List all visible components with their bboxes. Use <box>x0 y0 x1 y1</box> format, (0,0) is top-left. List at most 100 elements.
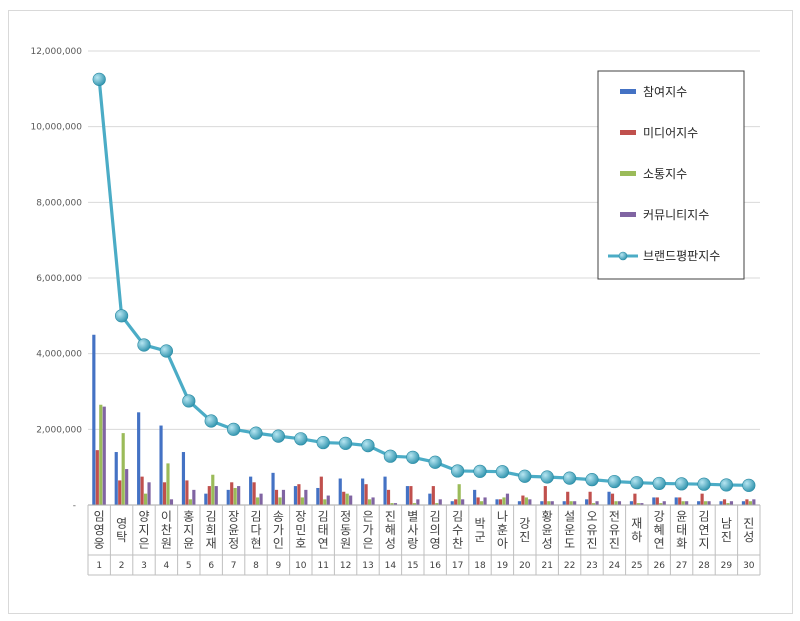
reputation-point <box>653 477 666 490</box>
bar-커뮤니티지수 <box>752 499 755 505</box>
reputation-point <box>384 450 397 463</box>
reputation-point <box>563 472 576 485</box>
bar-참여지수 <box>451 501 454 505</box>
bar-참여지수 <box>339 479 342 505</box>
bar-커뮤니티지수 <box>685 501 688 505</box>
bar-커뮤니티지수 <box>573 501 576 505</box>
bar-참여지수 <box>115 452 118 505</box>
bar-미디어지수 <box>701 494 704 505</box>
bar-미디어지수 <box>230 482 233 505</box>
bar-소통지수 <box>547 501 550 505</box>
bar-미디어지수 <box>633 494 636 505</box>
bar-커뮤니티지수 <box>551 501 554 505</box>
x-category-label: 김수찬 <box>452 510 463 551</box>
reputation-point <box>429 456 442 469</box>
reputation-point <box>317 436 330 449</box>
bar-미디어지수 <box>611 494 614 505</box>
bar-커뮤니티지수 <box>125 469 128 505</box>
reputation-point <box>205 415 218 428</box>
reputation-point <box>519 470 532 483</box>
bar-미디어지수 <box>454 499 457 505</box>
x-rank-label: 29 <box>721 561 733 571</box>
bar-참여지수 <box>406 486 409 505</box>
x-category-label: 강진 <box>519 516 530 544</box>
bar-미디어지수 <box>208 486 211 505</box>
bar-커뮤니티지수 <box>506 494 509 505</box>
bar-참여지수 <box>473 490 476 505</box>
reputation-point <box>295 432 308 445</box>
x-rank-label: 2 <box>119 561 125 571</box>
legend-label: 커뮤니티지수 <box>643 208 709 222</box>
bar-소통지수 <box>211 475 214 505</box>
bar-커뮤니티지수 <box>595 501 598 505</box>
reputation-point <box>407 451 420 464</box>
y-tick-label: 6,000,000 <box>36 274 82 284</box>
bar-참여지수 <box>383 477 386 505</box>
y-tick-label: 10,000,000 <box>30 123 82 133</box>
bar-미디어지수 <box>544 486 547 505</box>
bar-참여지수 <box>675 497 678 505</box>
legend-swatch <box>620 130 636 135</box>
x-rank-label: 19 <box>497 561 509 571</box>
x-category-label: 윤태화 <box>676 510 687 551</box>
bar-소통지수 <box>480 501 483 505</box>
reputation-point <box>496 465 509 478</box>
x-category-label: 전유진 <box>609 510 620 551</box>
bar-참여지수 <box>719 501 722 505</box>
reputation-point <box>160 345 173 358</box>
bar-참여지수 <box>540 501 543 505</box>
x-rank-label: 9 <box>276 561 282 571</box>
bar-참여지수 <box>518 501 521 505</box>
x-category-label: 진성 <box>743 516 754 544</box>
bar-참여지수 <box>271 473 274 505</box>
reputation-point <box>272 430 285 443</box>
bar-커뮤니티지수 <box>618 501 621 505</box>
bar-소통지수 <box>166 463 169 505</box>
legend-label: 미디어지수 <box>643 126 698 140</box>
legend-label: 소통지수 <box>643 167 687 181</box>
bar-미디어지수 <box>320 477 323 505</box>
bar-미디어지수 <box>499 499 502 505</box>
bar-커뮤니티지수 <box>483 497 486 505</box>
reputation-point <box>93 73 106 86</box>
bar-미디어지수 <box>477 497 480 505</box>
x-rank-label: 8 <box>253 561 259 571</box>
x-rank-label: 14 <box>385 561 397 571</box>
x-rank-label: 30 <box>743 561 755 571</box>
legend-marker <box>619 252 627 260</box>
bar-소통지수 <box>682 501 685 505</box>
bar-커뮤니티지수 <box>170 499 173 505</box>
bar-참여지수 <box>585 499 588 505</box>
bar-참여지수 <box>563 501 566 505</box>
bar-미디어지수 <box>141 477 144 505</box>
bar-미디어지수 <box>745 499 748 505</box>
bar-미디어지수 <box>96 450 99 505</box>
x-axis: 임 영 웅 1 영 탁 2 양 지 은 3 이 찬 원 4 홍 지 윤 5 김 희 재 6 장 윤 정 7 김 다 현 8 송 가 인 9 장 민 호 10… <box>88 505 760 575</box>
bar-소통지수 <box>256 497 259 505</box>
bar-커뮤니티지수 <box>103 407 106 505</box>
reputation-point <box>586 473 599 486</box>
bar-미디어지수 <box>118 480 121 505</box>
x-category-label: 정동원 <box>340 510 351 551</box>
reputation-point <box>362 439 375 452</box>
bar-소통지수 <box>502 497 505 505</box>
x-rank-label: 20 <box>519 561 531 571</box>
x-rank-label: 11 <box>317 561 328 571</box>
x-rank-label: 5 <box>186 561 192 571</box>
x-category-label: 남진 <box>721 516 732 544</box>
bar-참여지수 <box>428 494 431 505</box>
bar-커뮤니티지수 <box>282 490 285 505</box>
x-rank-label: 25 <box>631 561 642 571</box>
x-category-label: 김의영 <box>430 510 441 551</box>
bar-미디어지수 <box>589 492 592 505</box>
bar-미디어지수 <box>656 497 659 505</box>
x-rank-label: 21 <box>541 561 552 571</box>
bar-커뮤니티지수 <box>349 496 352 505</box>
reputation-point <box>608 475 621 488</box>
bar-참여지수 <box>361 479 364 505</box>
bar-소통지수 <box>570 501 573 505</box>
x-rank-label: 7 <box>231 561 237 571</box>
bar-소통지수 <box>301 497 304 505</box>
